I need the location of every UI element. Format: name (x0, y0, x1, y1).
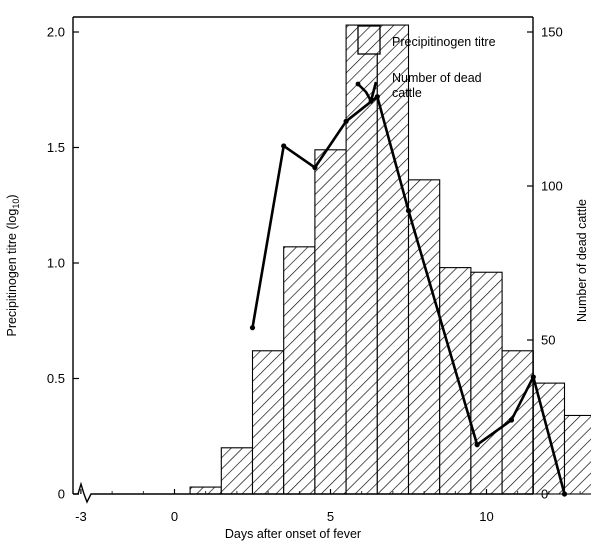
x-tick-label-2: 5 (327, 509, 334, 524)
x-tick-label-3: 10 (479, 509, 493, 524)
y-tick-label-1: 0.5 (47, 371, 65, 386)
dead-cattle-point-1 (281, 143, 287, 149)
y2-tick-label-0: 0 (541, 487, 548, 502)
bar-3 (283, 246, 316, 495)
legend-label-cattle: Number of dead cattle (392, 71, 482, 100)
legend-swatch-cattle (357, 81, 378, 105)
bar-9 (470, 271, 503, 495)
bar-12 (563, 414, 591, 495)
y2-tick-label-2: 100 (541, 179, 563, 194)
dead-cattle-point-4 (374, 94, 380, 100)
y-axis-title: Precipitinogen titre (log10) (5, 194, 21, 336)
x-axis-title: Days after onset of fever (225, 527, 361, 541)
legend-label-titre: Precipitinogen titre (392, 35, 496, 49)
x-tick-label-1: 0 (171, 509, 178, 524)
dead-cattle-point-2 (312, 164, 318, 171)
bar-2 (251, 350, 285, 495)
bar-1 (220, 447, 254, 495)
bars-layer (189, 24, 591, 495)
bar-8 (439, 267, 472, 495)
dead-cattle-line (251, 95, 566, 495)
legend-swatch-cattle-dot-1 (368, 98, 374, 104)
legend-swatch-cattle-dot-0 (355, 81, 361, 87)
y-tick-label-4: 2.0 (47, 25, 65, 40)
dead-cattle-point-7 (508, 417, 515, 423)
dead-cattle-point-6 (474, 442, 480, 448)
bar-4 (314, 149, 347, 495)
y-tick-label-3: 1.5 (47, 140, 65, 155)
y-tick-label-2: 1.0 (47, 256, 65, 271)
dead-cattle-point-9 (561, 491, 568, 497)
dead-cattle-point-3 (343, 118, 349, 124)
dead-cattle-point-5 (405, 208, 412, 214)
legend-swatch-titre (357, 25, 381, 55)
dead-cattle-point-0 (249, 325, 256, 331)
y2-tick-label-1: 50 (541, 333, 555, 348)
y2-axis-title: Number of dead cattle (575, 199, 589, 322)
x-tick-label-0: -3 (75, 509, 87, 524)
y-tick-label-0: 0 (58, 487, 65, 502)
legend: Precipitinogen titre Number of dead cattle (355, 25, 496, 105)
y2-tick-label-3: 150 (541, 25, 563, 40)
